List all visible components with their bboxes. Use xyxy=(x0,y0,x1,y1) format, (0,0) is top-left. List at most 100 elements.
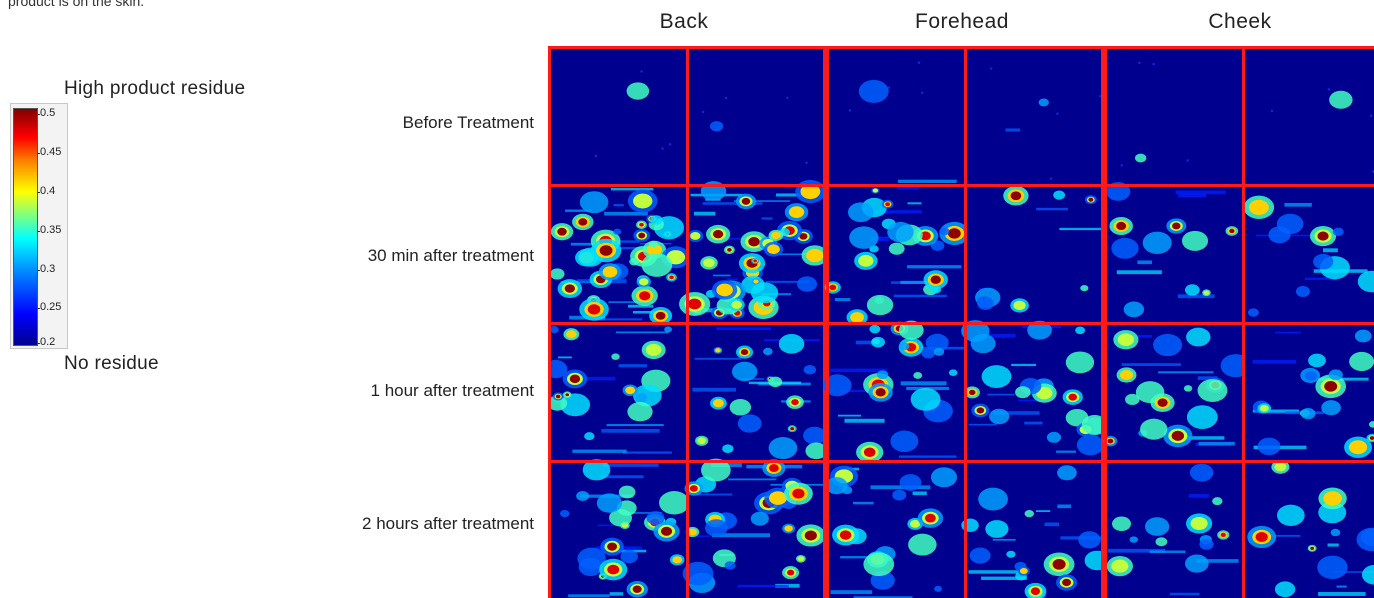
heatmap-blob-peak xyxy=(791,399,799,406)
heatmap-blob xyxy=(1112,516,1131,532)
heatmap-blob xyxy=(1199,538,1214,550)
heatmap-streak xyxy=(558,356,572,359)
heatmap-blob-peak xyxy=(968,389,976,396)
heatmap-blob xyxy=(890,430,919,453)
heatmap-blob xyxy=(724,561,736,570)
heatmap-blob-core xyxy=(797,556,805,562)
heatmap-blob-peak xyxy=(1255,531,1268,542)
heatmap-blob-core xyxy=(800,183,821,200)
tick-mark xyxy=(37,270,40,271)
heatmap-blob xyxy=(560,393,591,417)
heatmap-blob xyxy=(1313,253,1334,270)
heatmap-blob-peak xyxy=(1088,197,1094,202)
heatmap-speck xyxy=(724,96,728,100)
heatmap-blob xyxy=(898,320,924,340)
heatmap-blob xyxy=(939,227,950,236)
heatmap-blob-core xyxy=(1190,516,1208,531)
heatmap-blob xyxy=(1155,537,1168,547)
heatmap-cell xyxy=(550,324,686,460)
heatmap-blob-peak xyxy=(748,236,760,247)
heatmap-streak xyxy=(694,357,742,360)
heatmap-blob-peak xyxy=(804,530,817,541)
heatmap-blob xyxy=(978,487,1008,511)
row-label-before: Before Treatment xyxy=(402,113,534,132)
heatmap-streak xyxy=(1318,592,1366,596)
heatmap-blob xyxy=(682,561,714,586)
heatmap-blob-core xyxy=(768,491,787,505)
heatmap-speck xyxy=(668,142,672,146)
heatmap-blob xyxy=(1024,510,1034,518)
tick-label: 0.35 xyxy=(40,224,62,236)
heatmap-blob-peak xyxy=(569,374,581,384)
heatmap-blob xyxy=(930,240,945,251)
heatmap-blob xyxy=(1276,504,1305,526)
heatmap-blob-peak xyxy=(925,513,936,523)
heatmap-streak xyxy=(727,278,738,281)
heatmap-blob xyxy=(1125,393,1140,406)
heatmap-blob xyxy=(1153,333,1183,357)
heatmap-blob xyxy=(722,444,734,454)
tick-mark xyxy=(37,192,40,193)
heatmap-blob-peak xyxy=(1052,558,1066,570)
heatmap-blob xyxy=(1186,405,1218,430)
heatmap-streak xyxy=(1107,548,1166,553)
heatmap-blob xyxy=(989,408,1010,425)
heatmap-blob xyxy=(1300,408,1316,420)
heatmap-blob xyxy=(1038,98,1049,107)
heatmap-blob-peak xyxy=(741,197,751,205)
heatmap-streak xyxy=(867,210,922,214)
heatmap-blob xyxy=(1354,329,1372,343)
heatmap-streak xyxy=(622,451,672,454)
heatmap-speck xyxy=(1049,177,1053,180)
heatmap-blob-core xyxy=(910,519,921,528)
heatmap-streak xyxy=(1323,248,1338,253)
heatmap-streak xyxy=(907,265,962,269)
heatmap-blob xyxy=(1330,528,1341,537)
heatmap-blob-core xyxy=(872,188,879,193)
heatmap-blob xyxy=(1184,284,1200,296)
heatmap-blob-core xyxy=(716,283,733,297)
heatmap-blob xyxy=(825,477,848,495)
heatmap-blob-core xyxy=(712,399,724,408)
heatmap-streak xyxy=(737,584,789,588)
heatmap-streak xyxy=(597,524,614,527)
heatmap-streak xyxy=(834,298,851,302)
heatmap-blob-peak xyxy=(948,228,961,239)
heatmap-blob-peak xyxy=(740,349,749,356)
heatmap-blob xyxy=(620,549,638,564)
heatmap-blob-peak xyxy=(688,298,702,310)
heatmap-speck xyxy=(848,109,852,112)
heatmap-streak xyxy=(1059,227,1113,231)
tick-mark xyxy=(37,343,40,344)
heatmap-blob xyxy=(709,121,724,132)
heatmap-streak xyxy=(1178,193,1207,198)
heatmap-speck xyxy=(1056,112,1059,115)
heatmap-blob-core xyxy=(1013,300,1026,311)
heatmap-streak xyxy=(1175,190,1226,195)
heatmap-blob-core xyxy=(703,258,715,268)
tick-label: 0.5 xyxy=(40,107,56,119)
heatmap-blob-peak xyxy=(607,564,620,575)
heatmap-blob-core xyxy=(1248,199,1269,215)
heatmap-blob-peak xyxy=(792,488,805,499)
heatmap-streak xyxy=(1327,543,1339,547)
heatmap-blob xyxy=(576,490,590,502)
heatmap-blob-core xyxy=(1259,404,1269,412)
heatmap-speck xyxy=(990,67,993,70)
heatmap-streak xyxy=(987,393,1015,396)
heatmap-blob-peak xyxy=(1369,436,1374,440)
heatmap-blob-core xyxy=(784,525,793,532)
heatmap-blob-peak xyxy=(1030,587,1041,595)
heatmap-blob xyxy=(1361,564,1374,585)
heatmap-blob-core xyxy=(645,343,662,356)
heatmap-blob xyxy=(1076,434,1104,456)
heatmap-blob xyxy=(1183,385,1193,392)
heatmap-blob-core xyxy=(602,266,618,278)
row-label-30min: 30 min after treatment xyxy=(367,246,534,265)
heatmap-streak xyxy=(1318,377,1369,381)
heatmap-blob-peak xyxy=(655,311,666,320)
heatmap-blob-core xyxy=(715,348,721,353)
heatmap-speck xyxy=(920,91,924,94)
heatmap-blob-peak xyxy=(769,464,779,473)
heatmap-streak xyxy=(840,389,873,393)
